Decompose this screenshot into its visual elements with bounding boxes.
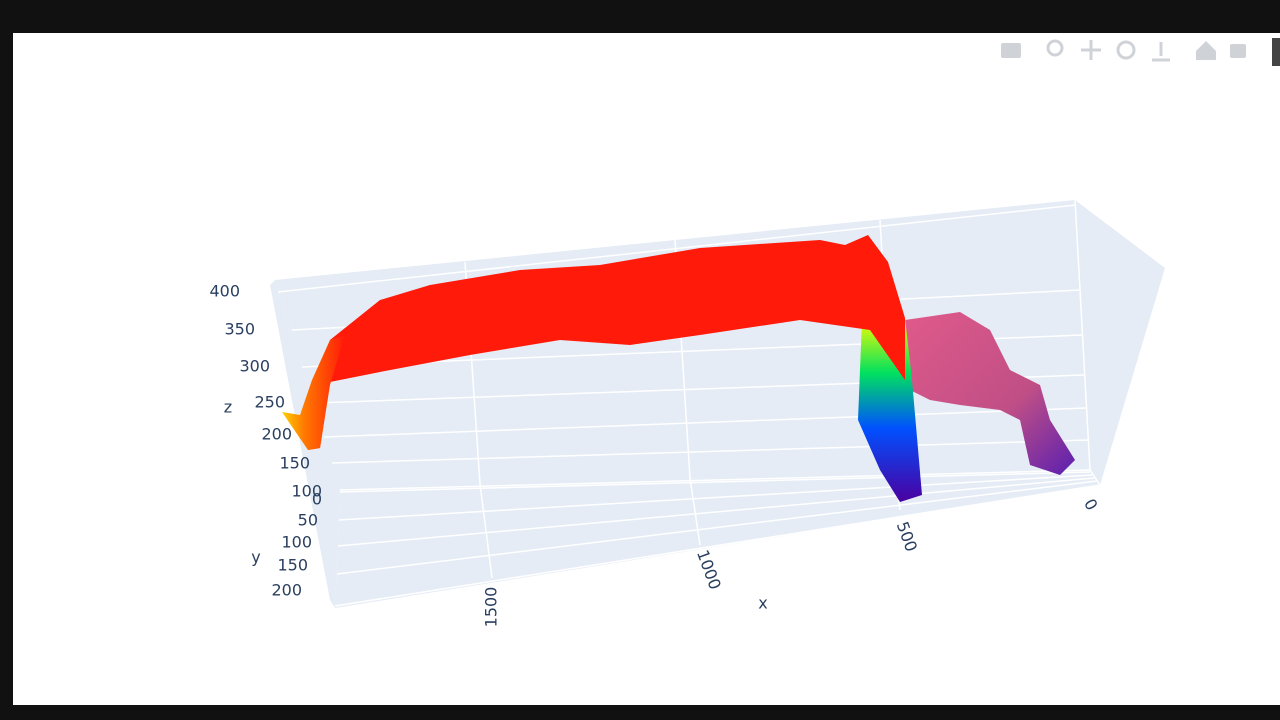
grid-line: [334, 484, 1101, 607]
camera-icon[interactable]: [1001, 43, 1021, 58]
x-tick-label: 1500: [482, 587, 501, 628]
grid-line: [338, 474, 1093, 521]
z-axis-title: z: [224, 398, 232, 417]
surface-edge: [282, 335, 345, 450]
surface-band: [305, 235, 905, 450]
y-tick-label: 100: [281, 533, 312, 552]
zoom-icon[interactable]: [1046, 39, 1064, 57]
orbit-icon[interactable]: [1116, 40, 1136, 60]
grid-line: [339, 469, 1091, 491]
z-tick-label: 400: [209, 282, 240, 301]
z-tick-label: 200: [261, 425, 292, 444]
y-tick-label: 150: [277, 556, 308, 575]
video-icon[interactable]: [1230, 44, 1246, 58]
y-tick-label: 0: [312, 490, 322, 509]
grid-line: [323, 407, 1087, 438]
y-tick-label: 200: [271, 581, 302, 600]
z-tick-label: 100: [291, 482, 322, 501]
turntable-icon[interactable]: [1152, 42, 1170, 62]
pan-icon[interactable]: [1081, 40, 1101, 60]
surface: [282, 235, 1075, 502]
z-tick-label: 150: [279, 454, 310, 473]
modebar: [1001, 38, 1280, 66]
grid-line: [331, 439, 1089, 464]
grid-line: [277, 204, 1077, 293]
grid-line: [339, 471, 1091, 493]
grid-line: [336, 480, 1098, 575]
z-tick-label: 350: [224, 320, 255, 339]
z-tick-label: 250: [254, 393, 285, 412]
side-wall: [1075, 200, 1165, 485]
x-axis-title: x: [758, 594, 767, 613]
grid-line: [337, 477, 1095, 547]
y-axis-title: y: [251, 548, 260, 567]
z-tick-label: 300: [239, 357, 270, 376]
home-icon[interactable]: [1196, 41, 1216, 60]
scroll-tab: [1272, 38, 1280, 66]
surface-drop: [858, 318, 922, 502]
y-tick-label: 50: [298, 511, 318, 530]
surface-plateau: [905, 312, 1075, 475]
